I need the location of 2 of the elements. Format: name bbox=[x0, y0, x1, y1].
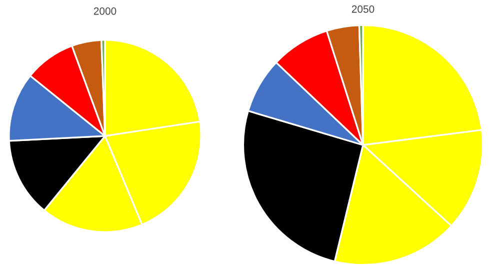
chart-title: 2000 bbox=[94, 7, 116, 15]
chart-title: 2050 bbox=[352, 5, 374, 13]
